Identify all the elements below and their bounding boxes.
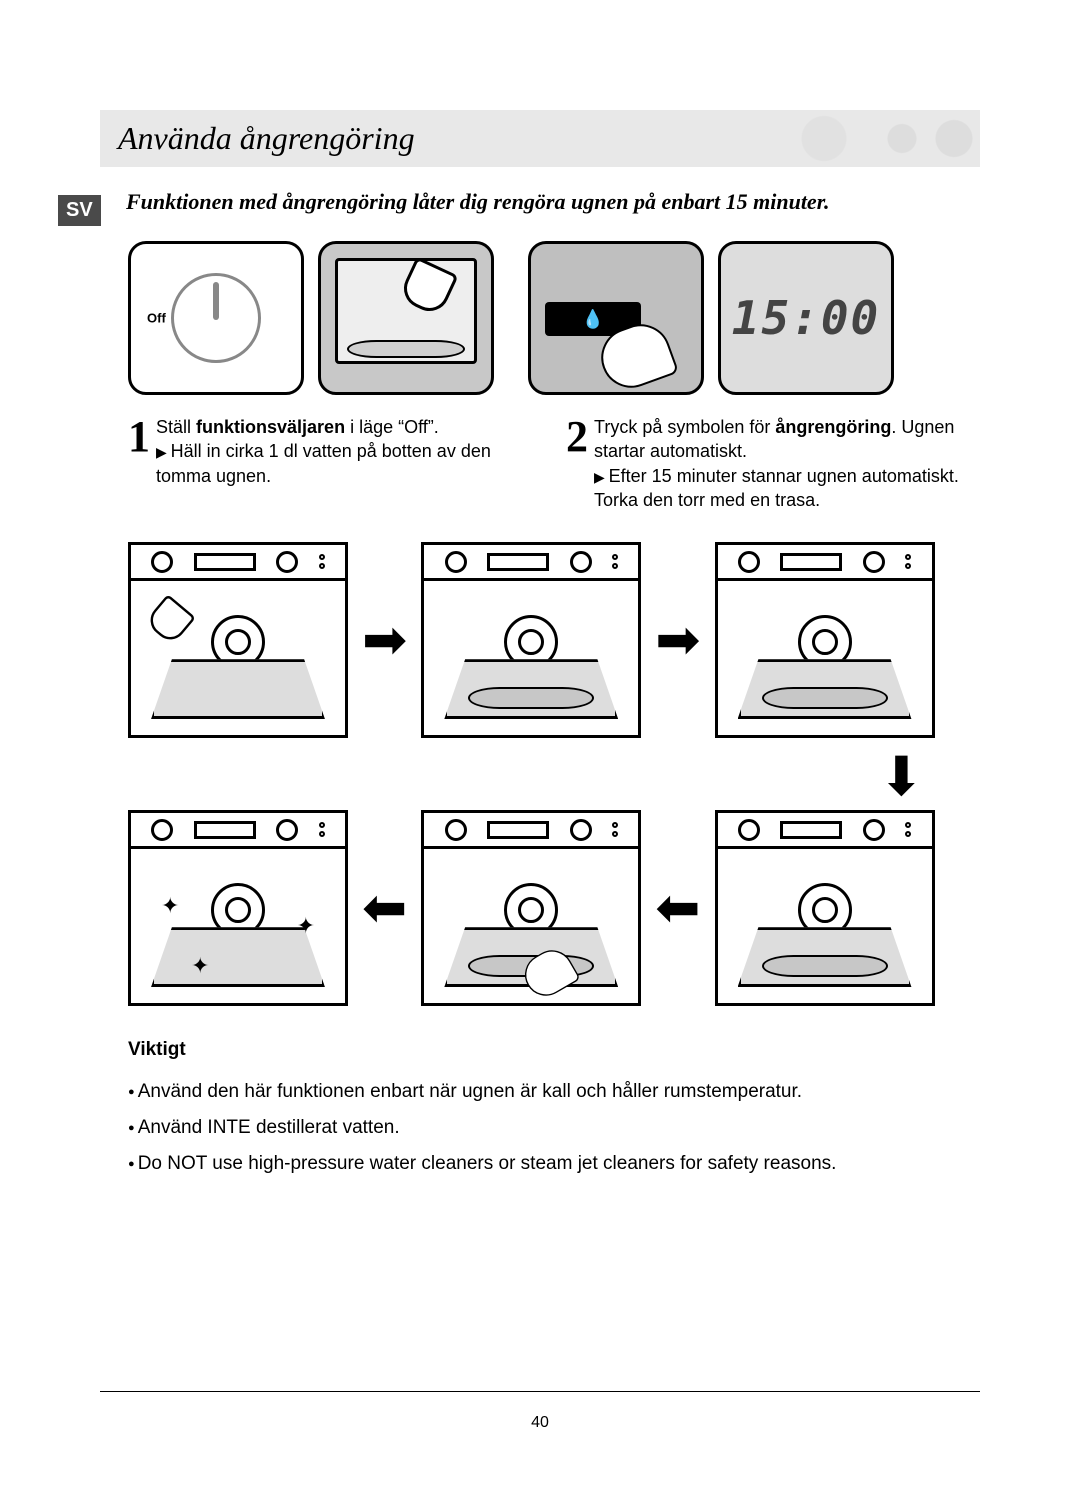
sparkle-icon: ✦: [161, 893, 179, 919]
press-steam-illustration: 💧: [528, 241, 704, 395]
dial-knob-icon: [171, 273, 261, 363]
step-2-number: 2: [566, 415, 588, 512]
important-item: Do NOT use high-pressure water cleaners …: [128, 1146, 980, 1182]
step-2: 2 Tryck på symbolen för ångrengöring. Ug…: [566, 415, 976, 512]
oven-seq-2: [421, 542, 641, 738]
cup-icon: [144, 594, 196, 646]
dial-off-illustration: Off: [128, 241, 304, 395]
step-1-text-b: funktionsväljaren: [196, 417, 345, 437]
sparkle-icon: ✦: [297, 913, 315, 939]
important-title: Viktigt: [128, 1032, 980, 1068]
page-number: 40: [100, 1391, 980, 1432]
step-2-line2: Efter 15 minuter stannar ugnen automatis…: [594, 464, 976, 513]
important-item: Använd INTE destillerat vatten.: [128, 1110, 980, 1146]
oven-seq-5: [421, 810, 641, 1006]
dial-off-label: Off: [147, 311, 166, 326]
oven-seq-3: [715, 542, 935, 738]
arrow-right-icon: ➡: [655, 613, 700, 667]
display-time-illustration: 15:00: [718, 241, 894, 395]
subtitle: Funktionen med ångrengöring låter dig re…: [126, 189, 980, 215]
oven-seq-4: [715, 810, 935, 1006]
step-2-text-b: ångrengöring: [775, 417, 891, 437]
step-1-text-a: Ställ: [156, 417, 196, 437]
arrow-down-icon: ⬇: [879, 750, 924, 804]
step-1-number: 1: [128, 415, 150, 512]
sequence-grid: ➡ ➡ ⬇ ✦ ✦: [128, 542, 948, 1006]
oven-seq-6: ✦ ✦ ✦: [128, 810, 348, 1006]
step-1-line2: Häll in cirka 1 dl vatten på botten av d…: [156, 439, 538, 488]
oven-seq-1: [128, 542, 348, 738]
step-1: 1 Ställ funktionsväljaren i läge “Off”. …: [128, 415, 538, 512]
arrow-left-icon: ⬅: [362, 881, 407, 935]
top-illustration-row: Off 💧 15:00: [128, 241, 980, 395]
language-badge: SV: [58, 195, 101, 226]
step-1-text-c: i läge “Off”.: [345, 417, 439, 437]
page-title: Använda ångrengöring: [100, 110, 980, 167]
important-section: Viktigt Använd den här funktionen enbart…: [128, 1032, 980, 1182]
important-item: Använd den här funktionen enbart när ugn…: [128, 1074, 980, 1110]
display-time-value: 15:00: [732, 291, 880, 345]
step-2-text-a: Tryck på symbolen för: [594, 417, 775, 437]
sparkle-icon: ✦: [191, 953, 209, 979]
steps-row: 1 Ställ funktionsväljaren i läge “Off”. …: [128, 415, 980, 512]
arrow-right-icon: ➡: [362, 613, 407, 667]
pour-water-illustration: [318, 241, 494, 395]
arrow-left-icon: ⬅: [655, 881, 700, 935]
